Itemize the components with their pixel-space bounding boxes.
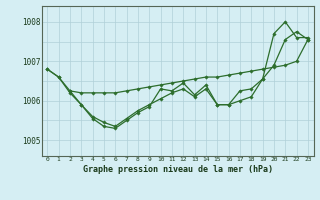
X-axis label: Graphe pression niveau de la mer (hPa): Graphe pression niveau de la mer (hPa) xyxy=(83,165,273,174)
